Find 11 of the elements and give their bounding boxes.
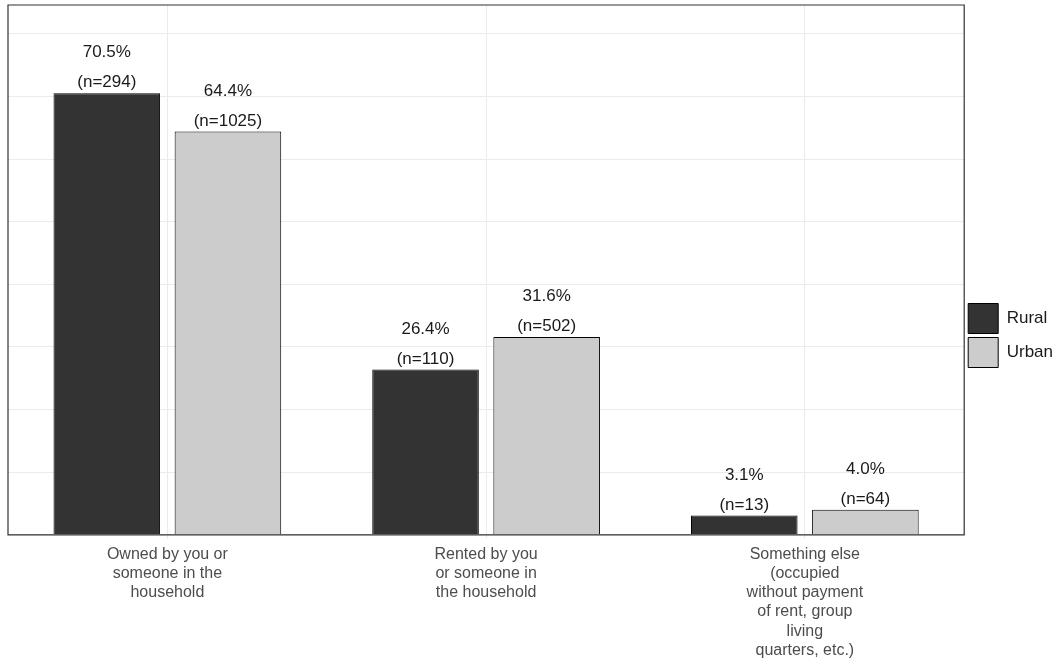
x-tick-label: Owned by you or someone in the household <box>106 544 229 601</box>
legend-label: Rural <box>1006 308 1048 328</box>
data-label: 64.4% (n=1025) <box>193 80 263 130</box>
data-label: 70.5% (n=294) <box>77 42 137 92</box>
data-label: 26.4% (n=110) <box>396 318 455 368</box>
x-tick-label: Rented by you or someone in the household <box>434 544 538 601</box>
x-tick-label: Something else (occupied without payment of rent, group living quarters, etc.) <box>745 544 864 658</box>
data-label: 3.1% (n=13) <box>719 464 770 514</box>
data-label: 31.6% (n=502) <box>517 286 577 336</box>
data-label: 4.0% (n=64) <box>840 458 891 508</box>
legend-label: Urban <box>1006 342 1054 362</box>
